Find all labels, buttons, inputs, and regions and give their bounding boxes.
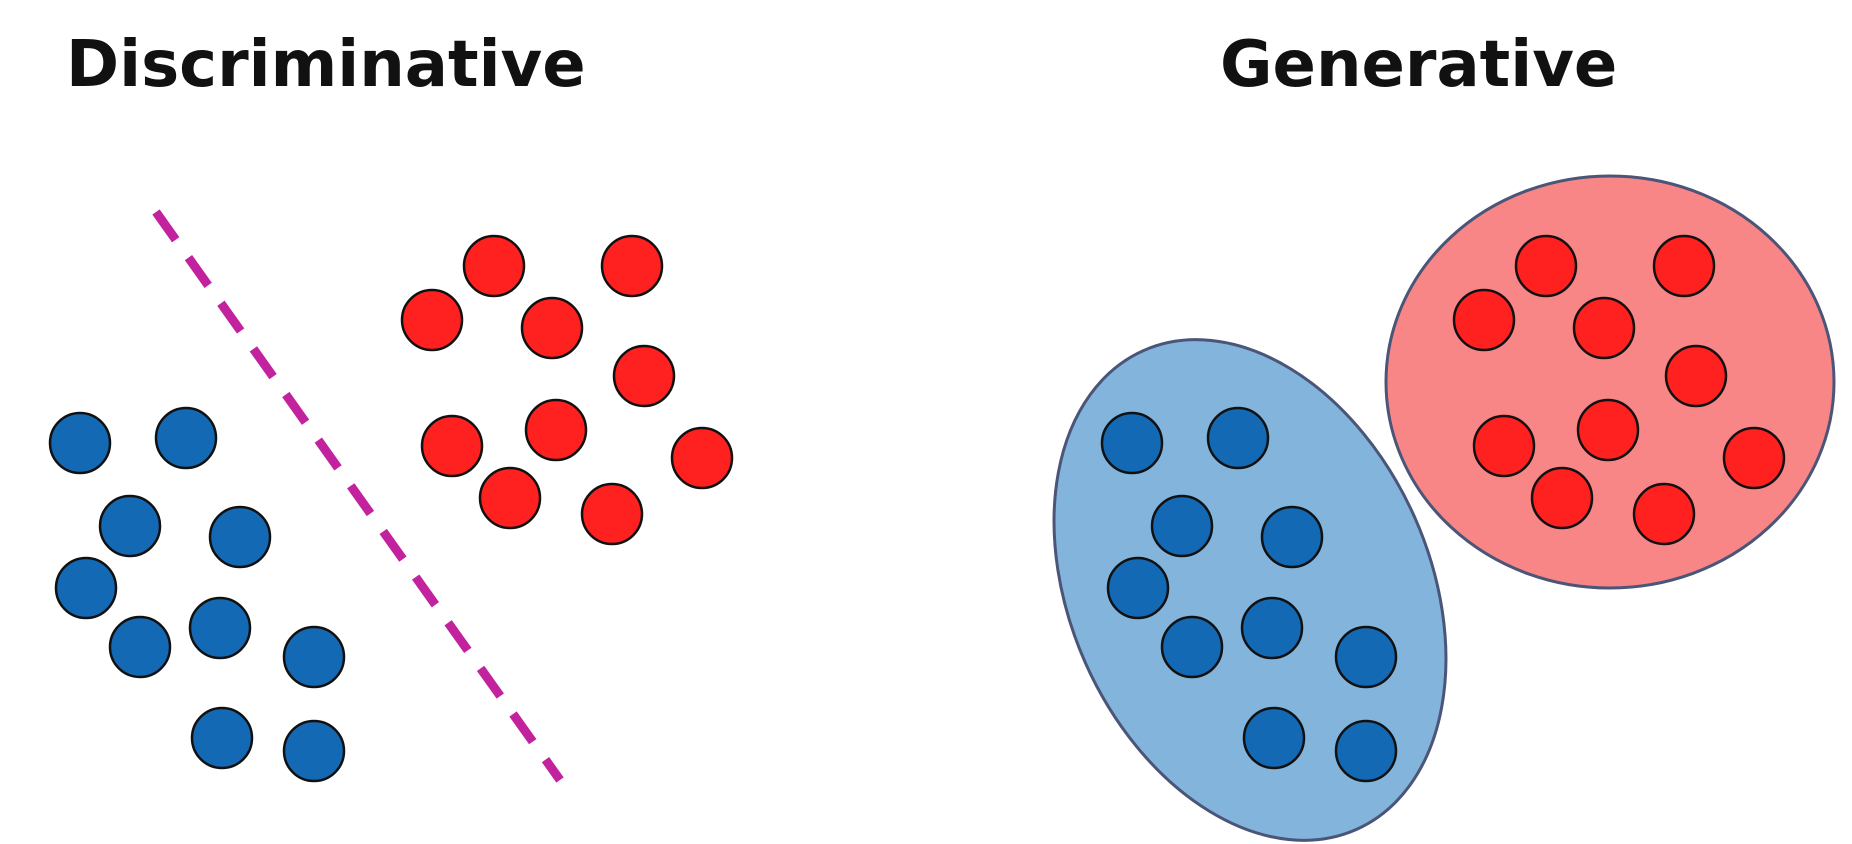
class-a-point [1334, 719, 1398, 783]
class-b-point [1472, 414, 1536, 478]
class-b-point [478, 466, 542, 530]
class-b-point [1722, 426, 1786, 490]
class-a-point [1206, 406, 1270, 470]
class-a-point [1240, 596, 1304, 660]
class-b-point [1514, 234, 1578, 298]
class-b-point [1652, 234, 1716, 298]
class-b-point [1632, 482, 1696, 546]
class-b-point [670, 426, 734, 490]
class-b-point [600, 234, 664, 298]
left-class-a-points [48, 406, 346, 783]
class-a-point [1260, 505, 1324, 569]
right-class-b-points [1452, 234, 1786, 546]
class-b-point [420, 414, 484, 478]
class-a-point [1334, 625, 1398, 689]
class-a-point [282, 625, 346, 689]
class-a-point [1106, 556, 1170, 620]
right-class-a-points [1100, 406, 1398, 783]
class-b-point [1664, 344, 1728, 408]
class-a-point [48, 411, 112, 475]
class-a-point [1160, 615, 1224, 679]
class-a-point [54, 556, 118, 620]
class-b-region [1384, 174, 1836, 590]
class-a-point [108, 615, 172, 679]
decision-boundary-line [152, 209, 564, 783]
class-b-point [1576, 398, 1640, 462]
class-b-point [524, 398, 588, 462]
class-a-point [1242, 706, 1306, 770]
class-b-point [1530, 466, 1594, 530]
generative-title: Generative [1220, 28, 1618, 102]
class-a-point [208, 505, 272, 569]
class-a-point [98, 494, 162, 558]
class-a-point [188, 596, 252, 660]
class-a-point [190, 706, 254, 770]
class-a-point [282, 719, 346, 783]
class-b-point [580, 482, 644, 546]
class-b-point [1452, 288, 1516, 352]
class-a-point [1150, 494, 1214, 558]
class-a-point [154, 406, 218, 470]
class-b-point [520, 296, 584, 360]
discriminative-title: Discriminative [66, 28, 586, 102]
class-b-point [400, 288, 464, 352]
class-b-point [612, 344, 676, 408]
class-b-point [462, 234, 526, 298]
class-a-point [1100, 411, 1164, 475]
class-b-point [1572, 296, 1636, 360]
left-class-b-points [400, 234, 734, 546]
